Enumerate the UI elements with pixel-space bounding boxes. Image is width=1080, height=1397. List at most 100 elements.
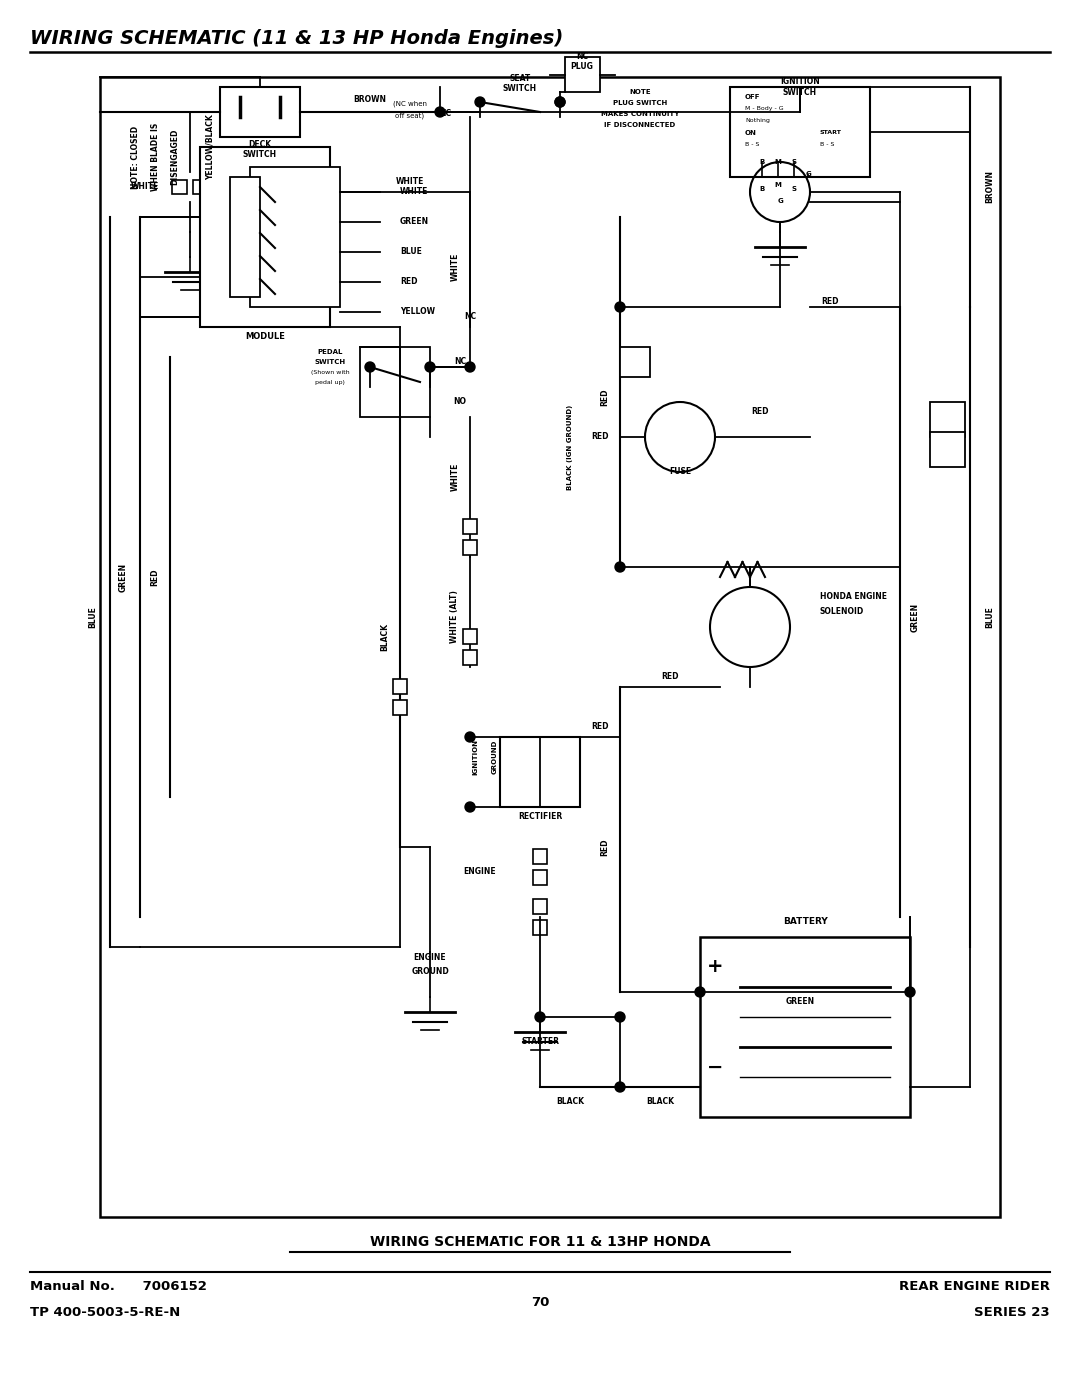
Text: HONDA ENGINE: HONDA ENGINE bbox=[820, 592, 887, 602]
Text: BROWN: BROWN bbox=[986, 170, 995, 204]
Bar bbox=[230, 177, 260, 298]
Bar bbox=[393, 700, 407, 715]
Bar bbox=[463, 520, 477, 534]
Text: B: B bbox=[759, 159, 765, 165]
Text: IGNITION: IGNITION bbox=[780, 77, 820, 87]
Circle shape bbox=[535, 1011, 545, 1023]
Text: M - Body - G: M - Body - G bbox=[745, 106, 784, 112]
Text: ENGINE: ENGINE bbox=[463, 868, 497, 876]
Bar bbox=[700, 937, 910, 1118]
Text: BLACK: BLACK bbox=[646, 1098, 674, 1106]
Text: ENGINE: ENGINE bbox=[414, 953, 446, 961]
Bar bbox=[393, 679, 407, 694]
Text: RED: RED bbox=[150, 569, 160, 585]
Text: START: START bbox=[820, 130, 842, 136]
Text: OFF: OFF bbox=[745, 94, 760, 101]
Bar bbox=[193, 180, 208, 194]
Text: pedal up): pedal up) bbox=[315, 380, 345, 386]
Text: BLACK: BLACK bbox=[556, 1098, 584, 1106]
Text: Nothing: Nothing bbox=[745, 119, 770, 123]
Text: BLUE: BLUE bbox=[89, 606, 97, 627]
Bar bbox=[200, 147, 330, 327]
Text: BLACK: BLACK bbox=[380, 623, 390, 651]
Text: ON: ON bbox=[745, 130, 757, 136]
Text: M: M bbox=[774, 159, 782, 165]
Text: WHITE: WHITE bbox=[395, 177, 424, 187]
Text: YELLOW: YELLOW bbox=[400, 307, 435, 317]
Text: M: M bbox=[774, 182, 782, 189]
Text: Manual No.      7006152: Manual No. 7006152 bbox=[30, 1281, 207, 1294]
Text: RED: RED bbox=[400, 278, 418, 286]
Text: WHITE (ALT): WHITE (ALT) bbox=[450, 591, 459, 644]
Circle shape bbox=[615, 1083, 625, 1092]
Text: WIRING SCHEMATIC (11 & 13 HP Honda Engines): WIRING SCHEMATIC (11 & 13 HP Honda Engin… bbox=[30, 29, 564, 49]
Text: GREEN: GREEN bbox=[400, 218, 429, 226]
Bar bbox=[220, 87, 300, 137]
Text: S: S bbox=[792, 186, 797, 191]
Text: B - S: B - S bbox=[745, 142, 759, 148]
Text: NOTE: NOTE bbox=[630, 89, 651, 95]
Circle shape bbox=[615, 302, 625, 312]
Text: NO: NO bbox=[454, 398, 467, 407]
Circle shape bbox=[615, 562, 625, 571]
Text: G: G bbox=[778, 198, 783, 204]
Text: YELLOW/BLACK: YELLOW/BLACK bbox=[205, 115, 215, 180]
Text: IGNITION: IGNITION bbox=[472, 739, 478, 775]
Text: +: + bbox=[706, 957, 724, 977]
Text: STARTER: STARTER bbox=[521, 1038, 559, 1046]
Text: B: B bbox=[759, 186, 765, 191]
Text: RED: RED bbox=[752, 408, 769, 416]
Bar bbox=[930, 402, 966, 437]
Text: SWITCH: SWITCH bbox=[243, 151, 278, 159]
Bar bbox=[534, 870, 546, 886]
Text: RED: RED bbox=[821, 298, 839, 306]
Circle shape bbox=[475, 96, 485, 108]
Text: RED: RED bbox=[661, 672, 678, 682]
Bar bbox=[172, 180, 187, 194]
Text: BLUE: BLUE bbox=[400, 247, 422, 257]
Text: NC: NC bbox=[576, 53, 589, 61]
Bar bbox=[360, 346, 430, 416]
Text: SEAT: SEAT bbox=[510, 74, 530, 84]
Circle shape bbox=[365, 362, 375, 372]
Text: GREEN: GREEN bbox=[119, 563, 127, 591]
Circle shape bbox=[696, 988, 705, 997]
Text: DECK: DECK bbox=[248, 141, 271, 149]
Text: NC: NC bbox=[454, 358, 467, 366]
Text: WHEN BLADE IS: WHEN BLADE IS bbox=[150, 123, 160, 191]
Circle shape bbox=[465, 362, 475, 372]
Text: SWITCH: SWITCH bbox=[503, 84, 537, 94]
Text: NC: NC bbox=[438, 109, 451, 119]
Text: DISENGAGED: DISENGAGED bbox=[171, 129, 179, 186]
Circle shape bbox=[555, 96, 565, 108]
Text: WHITE: WHITE bbox=[450, 462, 459, 492]
Bar bbox=[500, 738, 580, 807]
Text: off seat): off seat) bbox=[395, 113, 424, 119]
Circle shape bbox=[555, 96, 565, 108]
Text: RED: RED bbox=[600, 838, 609, 856]
Bar bbox=[249, 168, 340, 307]
Text: GROUND: GROUND bbox=[411, 968, 449, 977]
Text: BLUE: BLUE bbox=[986, 606, 995, 627]
Text: PLUG SWITCH: PLUG SWITCH bbox=[612, 101, 667, 106]
Text: WHITE: WHITE bbox=[450, 253, 459, 281]
Text: BATTERY: BATTERY bbox=[783, 918, 827, 926]
Circle shape bbox=[465, 732, 475, 742]
Text: GREEN: GREEN bbox=[785, 997, 814, 1006]
Bar bbox=[463, 650, 477, 665]
Text: (NC when: (NC when bbox=[393, 101, 427, 108]
Bar bbox=[463, 541, 477, 555]
Bar bbox=[534, 849, 546, 863]
Text: MODULE: MODULE bbox=[245, 332, 285, 341]
Text: G: G bbox=[805, 170, 811, 177]
Text: S: S bbox=[792, 159, 797, 165]
Bar bbox=[100, 77, 1000, 1217]
Text: SWITCH: SWITCH bbox=[783, 88, 818, 98]
Text: FUSE: FUSE bbox=[669, 468, 691, 476]
Text: BROWN: BROWN bbox=[353, 95, 387, 105]
Bar bbox=[534, 900, 546, 914]
Bar bbox=[463, 629, 477, 644]
Bar bbox=[620, 346, 650, 377]
Text: −: − bbox=[706, 1058, 724, 1077]
Circle shape bbox=[465, 802, 475, 812]
